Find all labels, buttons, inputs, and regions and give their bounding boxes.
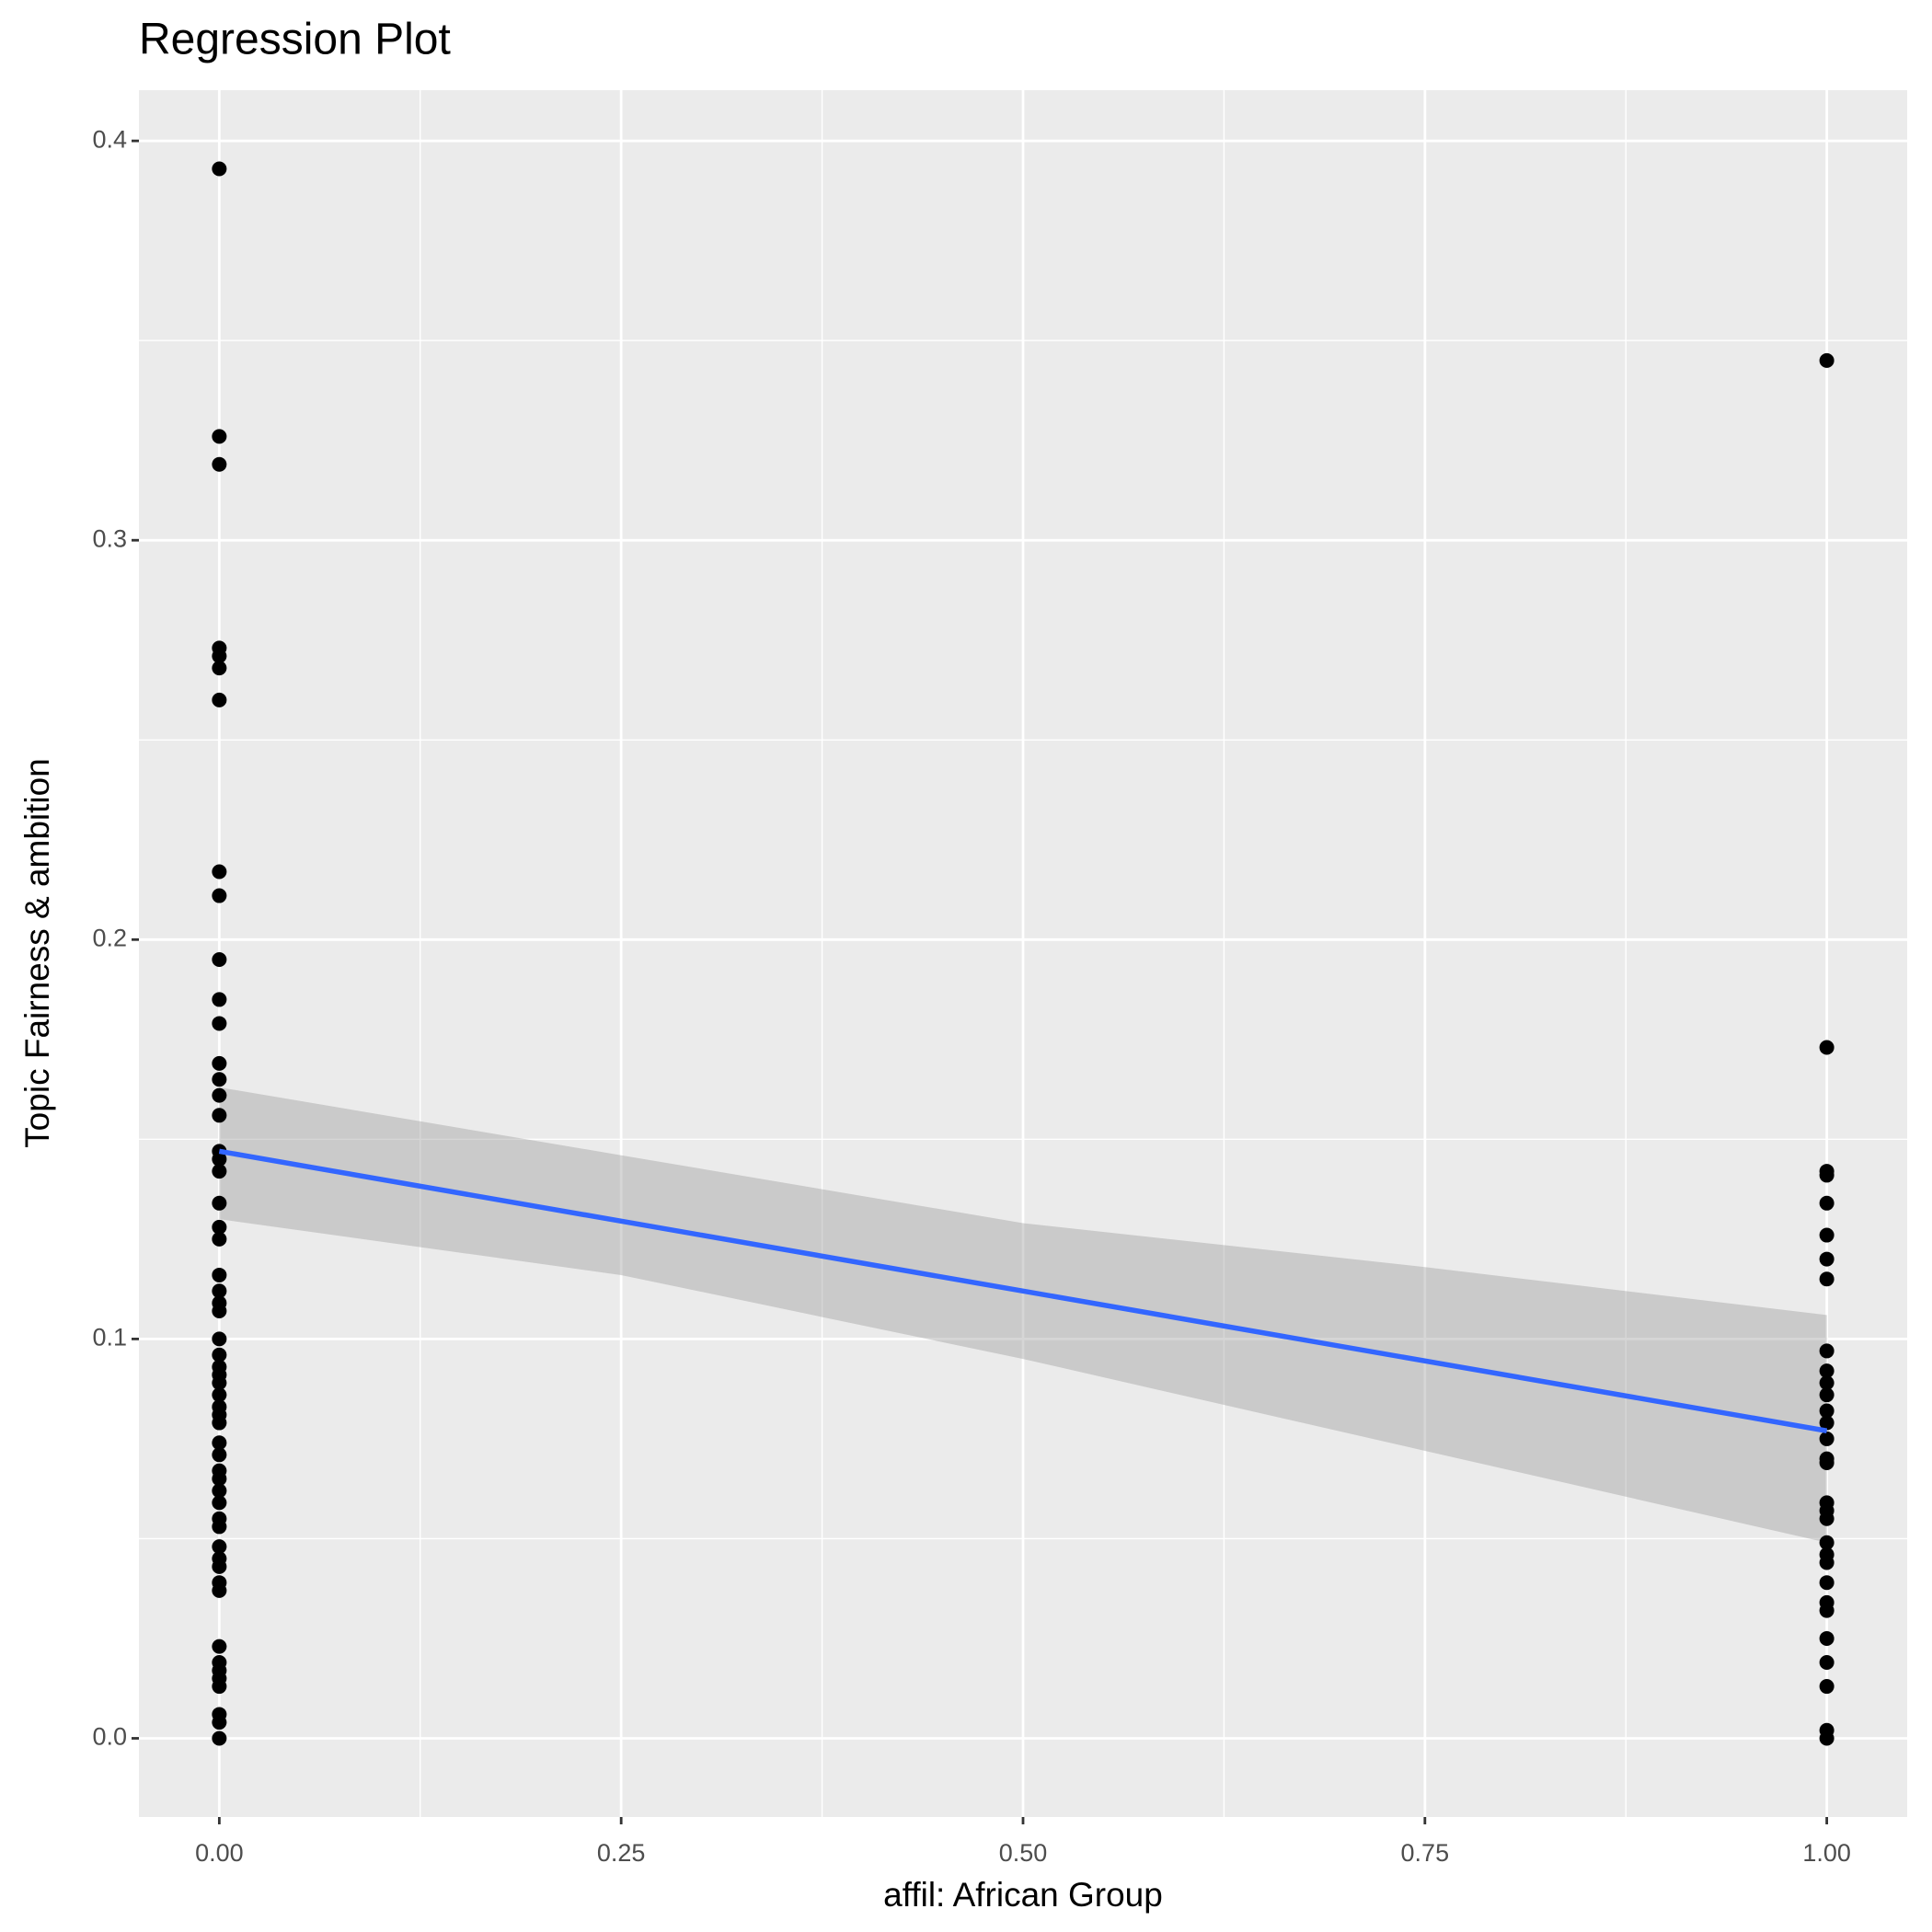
point xyxy=(212,1387,227,1403)
point xyxy=(1819,1603,1834,1618)
y-tick-label: 0.2 xyxy=(92,924,127,951)
point xyxy=(212,1267,227,1282)
point xyxy=(212,1558,227,1574)
point xyxy=(212,1072,227,1087)
point xyxy=(212,649,227,664)
chart-title: Regression Plot xyxy=(139,16,451,64)
point xyxy=(212,161,227,177)
y-tick-label: 0.4 xyxy=(92,125,127,153)
point xyxy=(1819,1555,1834,1570)
x-tick-label: 1.00 xyxy=(1802,1839,1851,1867)
point xyxy=(212,1164,227,1179)
point xyxy=(1819,1455,1834,1470)
y-tick-label: 0.0 xyxy=(92,1723,127,1751)
point xyxy=(1819,1195,1834,1211)
x-tick-label: 0.75 xyxy=(1401,1839,1450,1867)
point xyxy=(212,1471,227,1487)
x-axis-title: affil: African Group xyxy=(883,1876,1163,1914)
point xyxy=(212,1231,227,1247)
point xyxy=(1819,1363,1834,1379)
point xyxy=(212,692,227,707)
point xyxy=(212,1331,227,1347)
point xyxy=(1819,1731,1834,1746)
y-tick-label: 0.3 xyxy=(92,524,127,552)
point xyxy=(212,1087,227,1103)
point xyxy=(212,1219,227,1235)
point xyxy=(1819,1511,1834,1526)
point xyxy=(212,1375,227,1391)
regression-line xyxy=(218,1148,1828,1433)
point xyxy=(212,1715,227,1731)
point xyxy=(212,661,227,676)
point xyxy=(1819,1375,1834,1391)
y-tick-label: 0.1 xyxy=(92,1324,127,1351)
point xyxy=(212,1055,227,1071)
point xyxy=(1819,1271,1834,1287)
x-tick-label: 0.00 xyxy=(195,1839,244,1867)
point xyxy=(212,1679,227,1695)
point xyxy=(1819,1415,1834,1431)
confidence-band xyxy=(219,1087,1827,1543)
point xyxy=(212,429,227,444)
point xyxy=(1819,1431,1834,1446)
point xyxy=(212,1152,227,1167)
point xyxy=(1819,1251,1834,1267)
point xyxy=(1819,1040,1834,1055)
point xyxy=(1819,1630,1834,1646)
point xyxy=(212,1483,227,1499)
point xyxy=(212,1731,227,1746)
point xyxy=(1819,1535,1834,1550)
point xyxy=(212,1582,227,1598)
point xyxy=(212,864,227,880)
point xyxy=(212,1435,227,1451)
point xyxy=(212,1639,227,1654)
point xyxy=(212,1108,227,1123)
point xyxy=(1819,1679,1834,1695)
point xyxy=(1819,1387,1834,1403)
point xyxy=(212,992,227,1007)
point xyxy=(1819,1403,1834,1419)
point xyxy=(1819,1167,1834,1183)
x-tick-label: 0.50 xyxy=(999,1839,1048,1867)
point xyxy=(1819,352,1834,368)
point xyxy=(212,952,227,968)
point xyxy=(1819,1575,1834,1591)
point xyxy=(212,1283,227,1299)
point xyxy=(212,1304,227,1319)
point xyxy=(1819,1343,1834,1359)
point xyxy=(1819,1227,1834,1243)
point xyxy=(212,1415,227,1431)
point xyxy=(212,1016,227,1031)
point xyxy=(212,1495,227,1511)
point xyxy=(212,1195,227,1211)
point xyxy=(212,1519,227,1535)
point xyxy=(1819,1655,1834,1671)
point xyxy=(212,456,227,472)
y-axis-title: Topic Fairness & ambition xyxy=(18,758,56,1148)
point xyxy=(212,1347,227,1363)
point xyxy=(212,1447,227,1463)
x-tick-label: 0.25 xyxy=(597,1839,646,1867)
point xyxy=(212,888,227,903)
point xyxy=(212,1539,227,1555)
